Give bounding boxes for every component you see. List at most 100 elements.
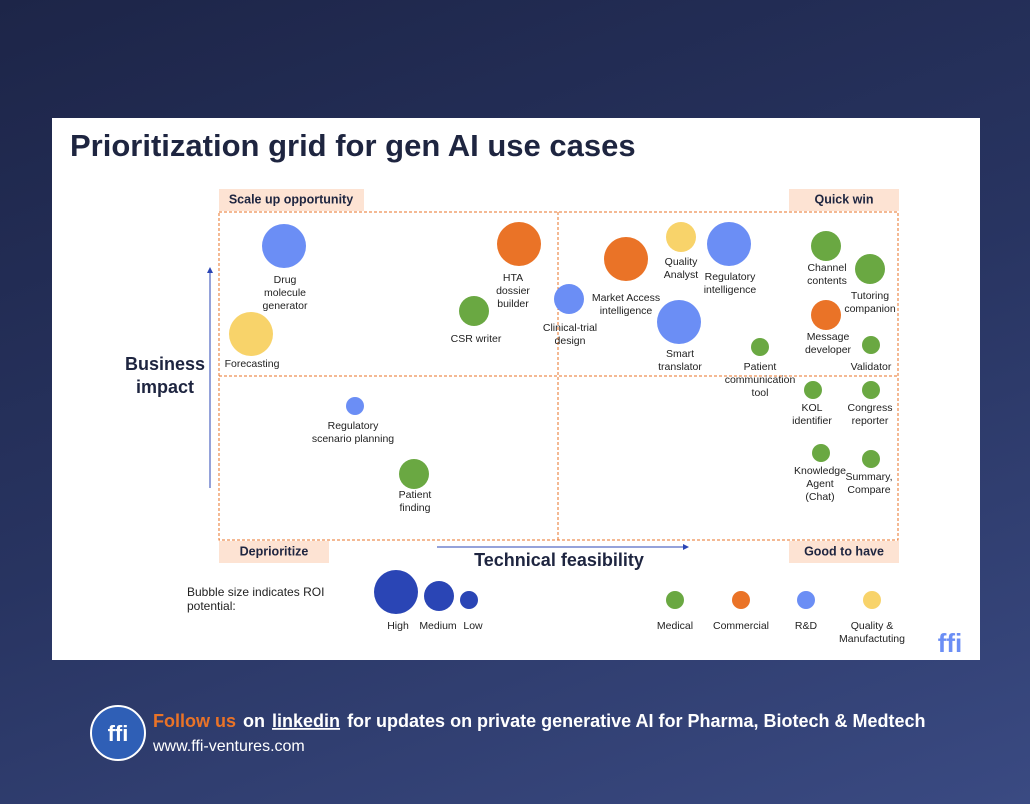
bubble-label: Summary,	[845, 471, 892, 483]
bubble-label: Market Access	[592, 292, 660, 304]
quadrant-tag	[219, 541, 329, 563]
bubble	[459, 296, 489, 326]
bubble-label: Tutoring	[851, 290, 889, 302]
footer-logo: ffi	[108, 721, 129, 746]
y-axis-label: impact	[136, 377, 194, 397]
bubble	[666, 222, 696, 252]
bubble-label: Patient	[399, 489, 432, 501]
bubble-label: developer	[805, 344, 852, 356]
bubble	[862, 450, 880, 468]
bubble	[554, 284, 584, 314]
bubble-label: identifier	[792, 415, 832, 427]
footer-link[interactable]: linkedin	[272, 711, 340, 731]
quadrant-tag	[219, 189, 364, 211]
legend-label: Quality &	[851, 620, 894, 632]
logo: ffi	[938, 628, 963, 658]
legend-label: R&D	[795, 620, 818, 632]
bubble-label: reporter	[852, 415, 889, 427]
bubble-label: HTA	[503, 272, 523, 284]
legend-label: Medium	[419, 620, 457, 632]
bubble	[707, 222, 751, 266]
bubble-label: CSR writer	[451, 333, 502, 345]
title: Prioritization grid for gen AI use cases	[70, 128, 636, 163]
bubble	[811, 300, 841, 330]
bubble	[862, 336, 880, 354]
footer-part: on	[243, 711, 265, 731]
bubble-label: Drug	[274, 274, 297, 286]
legend-label: Medical	[657, 620, 693, 632]
bubble	[262, 224, 306, 268]
quadrant-label: Scale up opportunity	[229, 192, 353, 206]
bubble-label: builder	[497, 298, 529, 310]
bubble-label: design	[555, 335, 586, 347]
footer-logo-circle	[90, 705, 146, 761]
legend-dot	[863, 591, 881, 609]
bubble-label: translator	[658, 361, 702, 373]
bubble-label: intelligence	[704, 284, 757, 296]
bubble	[812, 444, 830, 462]
bubble-label: Congress	[848, 402, 893, 414]
bubble-label: finding	[400, 502, 431, 514]
bubble-label: Channel	[807, 262, 846, 274]
bubble-label: Regulatory	[705, 271, 757, 283]
quadrant-tag	[789, 189, 899, 211]
bubble-label: KOL	[801, 402, 822, 414]
bubble	[804, 381, 822, 399]
bubble-label: Agent	[806, 478, 834, 490]
bubble-label: Regulatory	[328, 420, 380, 432]
y-axis-label: Business	[125, 354, 205, 374]
bubble-label: tool	[752, 387, 769, 399]
footer-url[interactable]: www.ffi-ventures.com	[152, 738, 305, 755]
bubble-label: Knowledge	[794, 465, 846, 477]
legend-label: High	[387, 620, 409, 632]
bubble-label: contents	[807, 275, 847, 287]
legend-label: Manufactuting	[839, 633, 905, 645]
bubble	[862, 381, 880, 399]
legend-bubble	[374, 570, 418, 614]
quadrant-label: Deprioritize	[240, 544, 309, 558]
legend-caption: Bubble size indicates ROI	[187, 585, 324, 599]
bubble-label: Compare	[847, 484, 890, 496]
legend-caption: potential:	[187, 599, 236, 613]
bubble-label: Clinical-trial	[543, 322, 597, 334]
footer-part: for updates on private generative AI for…	[347, 711, 925, 731]
bubble	[497, 222, 541, 266]
bubble-label: dossier	[496, 285, 530, 297]
bubble-label: scenario planning	[312, 433, 394, 445]
bubble-label: Quality	[665, 256, 698, 268]
bubble	[657, 300, 701, 344]
bubble-label: molecule	[264, 287, 306, 299]
bubble-label: Validator	[851, 361, 892, 373]
legend-bubble	[424, 581, 454, 611]
bubble-label: Patient	[744, 361, 777, 373]
bubble	[229, 312, 273, 356]
legend-bubble	[460, 591, 478, 609]
legend-label: Commercial	[713, 620, 769, 632]
bubble-label: communication	[725, 374, 796, 386]
bubble-label: intelligence	[600, 305, 653, 317]
quadrant-label: Good to have	[804, 544, 884, 558]
bubble-label: (Chat)	[805, 491, 834, 503]
bubble-label: Analyst	[664, 269, 699, 281]
bubble	[604, 237, 648, 281]
bubble	[346, 397, 364, 415]
legend-dot	[797, 591, 815, 609]
bubble-label: Smart	[666, 348, 694, 360]
x-axis-label: Technical feasibility	[474, 550, 644, 570]
footer-part: Follow us	[153, 711, 236, 731]
legend-dot	[666, 591, 684, 609]
bubble-label: Forecasting	[225, 358, 280, 370]
bubble	[751, 338, 769, 356]
quadrant-tag	[789, 541, 899, 563]
bubble	[399, 459, 429, 489]
bubble-label: companion	[844, 303, 896, 315]
bubble	[811, 231, 841, 261]
legend-dot	[732, 591, 750, 609]
bubble	[855, 254, 885, 284]
legend-label: Low	[463, 620, 483, 632]
bubble-label: generator	[263, 300, 308, 312]
bubble-label: Message	[807, 331, 850, 343]
footer-text: Follow us on linkedin for updates on pri…	[153, 711, 926, 731]
